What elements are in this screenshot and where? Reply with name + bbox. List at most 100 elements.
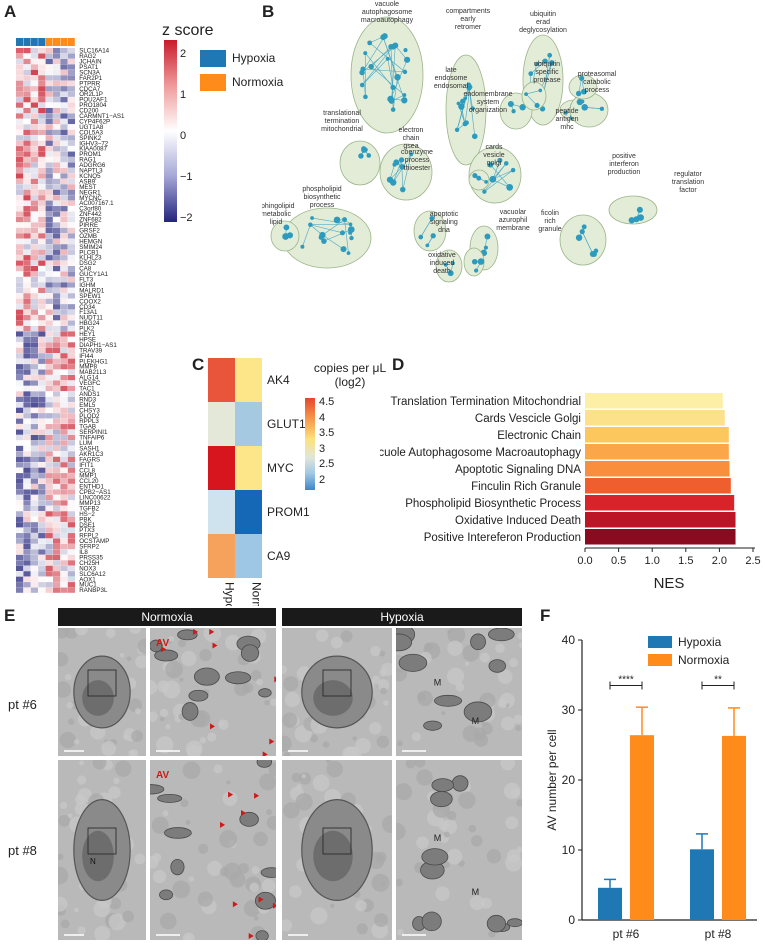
heatmap-cell xyxy=(53,446,60,451)
heatmap-cell xyxy=(38,517,45,522)
heatmap-cell xyxy=(68,81,75,86)
network-node xyxy=(394,74,400,80)
heatmap-cell xyxy=(16,135,23,140)
heatmap-cell xyxy=(68,419,75,424)
heatmap-cell xyxy=(23,511,30,516)
heatmap-cell xyxy=(16,462,23,467)
qpcr-tick-label: 2.5 xyxy=(319,458,334,470)
heatmap-cell xyxy=(46,108,53,113)
heatmap-cell xyxy=(23,48,30,53)
network-node xyxy=(472,259,478,265)
heatmap-cell xyxy=(38,446,45,451)
nes-category-label: Cards Vescicle Golgi xyxy=(475,413,581,425)
heatmap-cell xyxy=(60,473,67,478)
heatmap-cell xyxy=(16,539,23,544)
em-micrograph xyxy=(282,760,392,940)
heatmap-cell xyxy=(68,266,75,271)
heatmap-cell xyxy=(46,315,53,320)
heatmap-cell xyxy=(38,331,45,336)
network-node xyxy=(363,95,368,100)
heatmap-cell xyxy=(46,304,53,309)
heatmap-cell xyxy=(31,380,38,385)
heatmap-cell xyxy=(23,462,30,467)
zscore-legend-title: z score xyxy=(162,22,214,40)
heatmap-cell xyxy=(38,282,45,287)
network-node xyxy=(363,51,367,55)
heatmap-cell xyxy=(16,337,23,342)
nes-x-tick-label: 1.5 xyxy=(678,555,693,567)
heatmap-cell xyxy=(53,560,60,565)
heatmap-cell xyxy=(60,500,67,505)
heatmap-cell xyxy=(23,321,30,326)
heatmap-cell xyxy=(53,517,60,522)
heatmap-cell xyxy=(16,168,23,173)
heatmap-group-cell xyxy=(46,38,53,46)
heatmap-cell xyxy=(31,397,38,402)
heatmap-cell xyxy=(53,451,60,456)
heatmap-cell xyxy=(46,162,53,167)
network-node xyxy=(389,98,395,104)
qpcr-cell xyxy=(235,534,262,578)
heatmap-cell xyxy=(23,359,30,364)
heatmap-cell xyxy=(68,479,75,484)
heatmap-cell xyxy=(23,124,30,129)
heatmap-cell xyxy=(31,375,38,380)
heatmap-cell xyxy=(68,315,75,320)
heatmap-cell xyxy=(23,555,30,560)
heatmap-cell xyxy=(46,266,53,271)
heatmap-cell xyxy=(31,528,38,533)
zscore-tick-label: −2 xyxy=(180,212,193,224)
heatmap-cell xyxy=(68,408,75,413)
heatmap-cell xyxy=(16,184,23,189)
heatmap-cell xyxy=(46,282,53,287)
heatmap-cell xyxy=(16,103,23,108)
heatmap-cell xyxy=(31,506,38,511)
heatmap-cell xyxy=(46,528,53,533)
heatmap-cell xyxy=(16,108,23,113)
heatmap-cell xyxy=(53,233,60,238)
heatmap-cell xyxy=(68,473,75,478)
heatmap-cell xyxy=(23,201,30,206)
qpcr-tick-label: 3.5 xyxy=(319,427,334,439)
heatmap-cell xyxy=(16,495,23,500)
heatmap-cell xyxy=(23,495,30,500)
heatmap-cell xyxy=(23,146,30,151)
heatmap-cell xyxy=(31,152,38,157)
heatmap-cell xyxy=(60,359,67,364)
heatmap-gene-label: RANBP3L xyxy=(79,587,108,594)
heatmap-cell xyxy=(46,299,53,304)
heatmap-cell xyxy=(16,484,23,489)
heatmap-cell xyxy=(23,435,30,440)
heatmap-cell xyxy=(60,239,67,244)
heatmap-cell xyxy=(23,271,30,276)
heatmap-cell xyxy=(60,364,67,369)
heatmap-cell xyxy=(53,119,60,124)
heatmap-cell xyxy=(38,86,45,91)
heatmap-cell xyxy=(31,451,38,456)
heatmap-cell xyxy=(46,184,53,189)
heatmap-cell xyxy=(16,217,23,222)
network-node xyxy=(403,48,407,52)
network-node xyxy=(425,244,429,248)
heatmap-cell xyxy=(31,500,38,505)
heatmap-cell xyxy=(68,277,75,282)
heatmap-cell xyxy=(60,571,67,576)
heatmap-cell xyxy=(23,430,30,435)
heatmap-cell xyxy=(68,157,75,162)
heatmap-cell xyxy=(38,266,45,271)
network-node xyxy=(576,234,582,240)
heatmap-cell xyxy=(38,566,45,571)
heatmap-cell xyxy=(31,70,38,75)
heatmap-cell xyxy=(23,506,30,511)
heatmap-cell xyxy=(38,326,45,331)
heatmap-cell xyxy=(16,239,23,244)
heatmap-cell xyxy=(60,157,67,162)
heatmap-cell xyxy=(31,250,38,255)
heatmap-cell xyxy=(60,539,67,544)
heatmap-cell xyxy=(60,582,67,587)
heatmap-cell xyxy=(53,435,60,440)
heatmap-cell xyxy=(68,108,75,113)
